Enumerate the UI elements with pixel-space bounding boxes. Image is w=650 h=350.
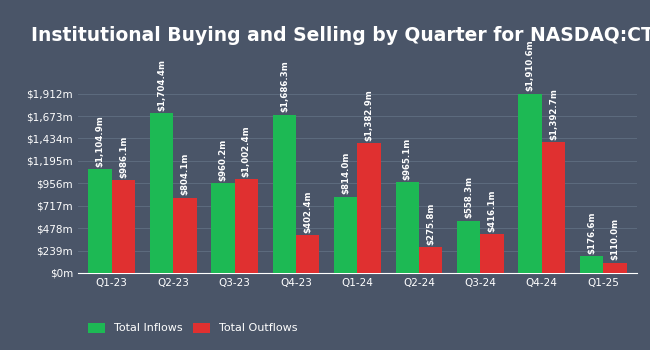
Bar: [173, 197, 196, 273]
Text: $804.1m: $804.1m: [181, 153, 189, 195]
Bar: [235, 179, 258, 273]
Bar: [334, 197, 358, 273]
Text: $1,382.9m: $1,382.9m: [365, 89, 374, 141]
Bar: [358, 143, 381, 273]
Text: $960.2m: $960.2m: [218, 138, 227, 181]
Legend: Total Inflows, Total Outflows: Total Inflows, Total Outflows: [84, 318, 302, 338]
Bar: [603, 263, 627, 273]
Text: $965.1m: $965.1m: [403, 138, 411, 180]
Bar: [457, 220, 480, 273]
Text: $814.0m: $814.0m: [341, 152, 350, 194]
Text: $986.1m: $986.1m: [119, 136, 128, 178]
Bar: [150, 113, 173, 273]
Text: $1,686.3m: $1,686.3m: [280, 61, 289, 112]
Text: $110.0m: $110.0m: [610, 218, 619, 260]
Bar: [88, 169, 112, 273]
Bar: [580, 257, 603, 273]
Bar: [296, 235, 319, 273]
Bar: [112, 181, 135, 273]
Text: $558.3m: $558.3m: [464, 176, 473, 218]
Text: $275.8m: $275.8m: [426, 202, 435, 245]
Text: $416.1m: $416.1m: [488, 189, 497, 232]
Text: $1,704.4m: $1,704.4m: [157, 59, 166, 111]
Bar: [542, 142, 565, 273]
Text: $176.6m: $176.6m: [587, 212, 596, 254]
Text: $1,104.9m: $1,104.9m: [96, 115, 105, 167]
Text: $1,910.6m: $1,910.6m: [526, 40, 534, 91]
Text: $1,002.4m: $1,002.4m: [242, 125, 251, 177]
Bar: [211, 183, 235, 273]
Bar: [519, 94, 542, 273]
Bar: [419, 247, 442, 273]
Title: Institutional Buying and Selling by Quarter for NASDAQ:CTSH: Institutional Buying and Selling by Quar…: [31, 26, 650, 46]
Bar: [480, 234, 504, 273]
Text: $402.4m: $402.4m: [304, 190, 312, 233]
Bar: [396, 182, 419, 273]
Bar: [273, 115, 296, 273]
Text: $1,392.7m: $1,392.7m: [549, 88, 558, 140]
